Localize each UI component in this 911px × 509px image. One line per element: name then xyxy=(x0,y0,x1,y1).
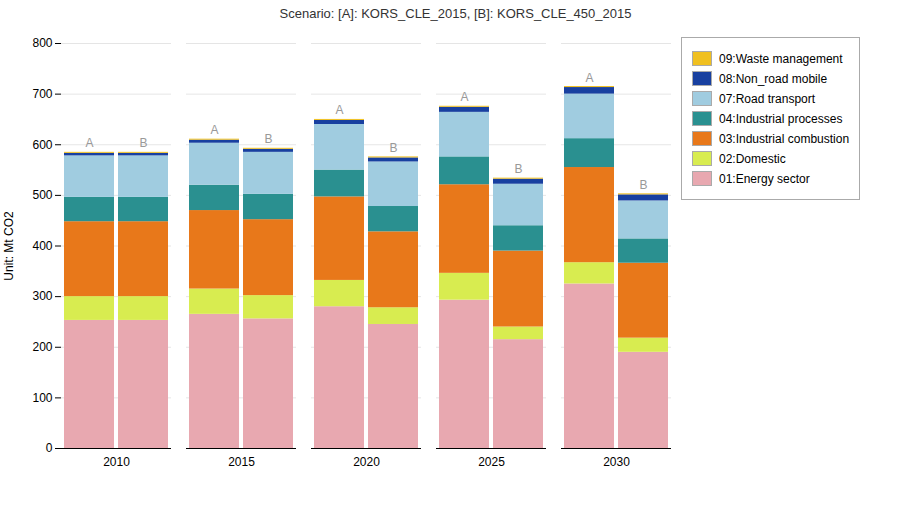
svg-text:0: 0 xyxy=(46,441,53,455)
svg-text:2015: 2015 xyxy=(228,455,255,469)
html-text:08:Non_road mobile: 08:Non_road mobile xyxy=(719,71,828,86)
svg-text:B: B xyxy=(514,162,522,176)
svg-text:B: B xyxy=(639,178,647,192)
html-text:Scenario: [A]: KORS_CLE_2015,: Scenario: [A]: KORS_CLE_2015, [B]: KORS_… xyxy=(279,6,632,21)
svg-text:500: 500 xyxy=(32,188,52,202)
svg-text:B: B xyxy=(139,136,147,150)
html-text:07:Road transport: 07:Road transport xyxy=(719,91,816,106)
svg-text:200: 200 xyxy=(32,340,52,354)
svg-text:100: 100 xyxy=(32,391,52,405)
svg-text:Unit: Mt CO2: Unit: Mt CO2 xyxy=(2,211,16,281)
svg-text:700: 700 xyxy=(32,87,52,101)
svg-text:B: B xyxy=(264,132,272,146)
svg-text:A: A xyxy=(210,123,218,137)
svg-text:2025: 2025 xyxy=(478,455,505,469)
svg-text:2030: 2030 xyxy=(603,455,630,469)
svg-text:A: A xyxy=(585,71,593,85)
html-text:03:Industrial combustion: 03:Industrial combustion xyxy=(719,131,850,146)
html-text:04:Industrial processes: 04:Industrial processes xyxy=(719,111,843,126)
html-text:09:Waste management: 09:Waste management xyxy=(719,51,843,66)
svg-text:600: 600 xyxy=(32,138,52,152)
svg-text:A: A xyxy=(335,103,343,117)
svg-text:800: 800 xyxy=(32,36,52,50)
svg-text:400: 400 xyxy=(32,239,52,253)
svg-text:B: B xyxy=(389,141,397,155)
svg-text:2010: 2010 xyxy=(103,455,130,469)
html-text:02:Domestic: 02:Domestic xyxy=(719,151,786,166)
svg-text:A: A xyxy=(460,90,468,104)
svg-text:2020: 2020 xyxy=(353,455,380,469)
html-text:01:Energy sector: 01:Energy sector xyxy=(719,171,810,186)
svg-text:A: A xyxy=(85,136,93,150)
svg-text:300: 300 xyxy=(32,289,52,303)
